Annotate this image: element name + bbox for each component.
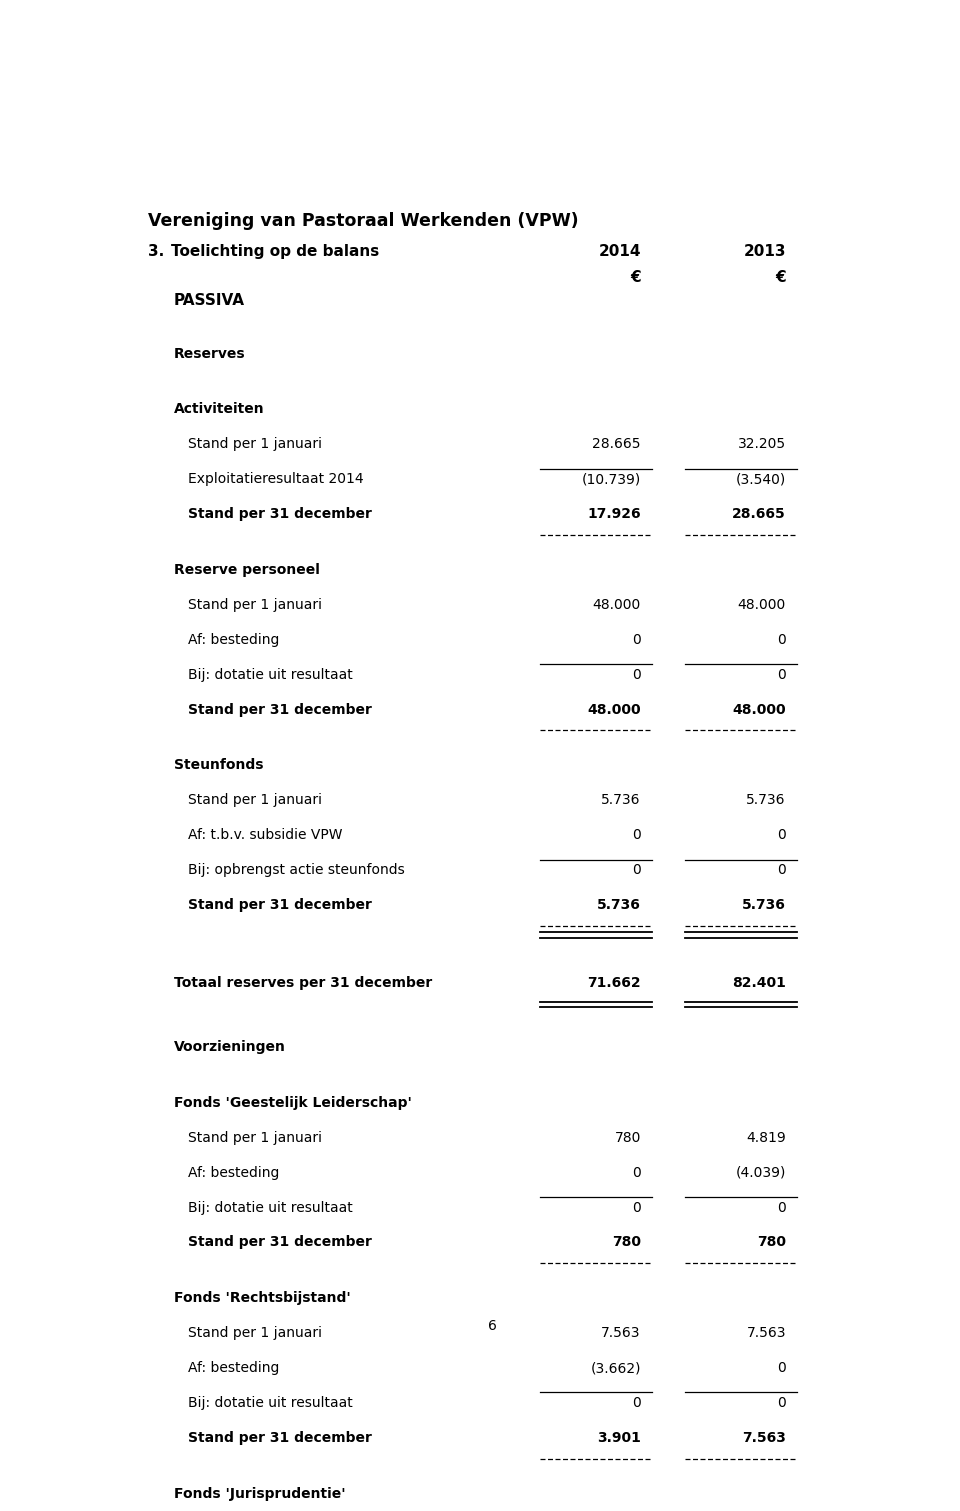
Text: 3.: 3. (148, 245, 164, 260)
Text: 71.662: 71.662 (588, 976, 641, 990)
Text: 0: 0 (632, 633, 641, 647)
Text: (10.739): (10.739) (582, 473, 641, 487)
Text: Steunfonds: Steunfonds (174, 759, 263, 772)
Text: Stand per 1 januari: Stand per 1 januari (188, 437, 323, 452)
Text: 7.563: 7.563 (742, 1431, 786, 1445)
Text: 7.563: 7.563 (746, 1327, 786, 1340)
Text: Fonds 'Geestelijk Leiderschap': Fonds 'Geestelijk Leiderschap' (174, 1095, 412, 1109)
Text: Fonds 'Rechtsbijstand': Fonds 'Rechtsbijstand' (174, 1292, 350, 1306)
Text: (3.540): (3.540) (735, 473, 786, 487)
Text: 17.926: 17.926 (588, 508, 641, 521)
Text: Stand per 31 december: Stand per 31 december (188, 508, 372, 521)
Text: Bij: dotatie uit resultaat: Bij: dotatie uit resultaat (188, 668, 353, 681)
Text: 5.736: 5.736 (746, 793, 786, 807)
Text: 48.000: 48.000 (592, 598, 641, 612)
Text: 0: 0 (632, 668, 641, 681)
Text: 0: 0 (632, 1165, 641, 1180)
Text: 780: 780 (612, 1236, 641, 1250)
Text: Stand per 31 december: Stand per 31 december (188, 703, 372, 716)
Text: 7.563: 7.563 (601, 1327, 641, 1340)
Text: 6: 6 (488, 1319, 496, 1333)
Text: Af: besteding: Af: besteding (188, 1165, 279, 1180)
Text: 5.736: 5.736 (742, 898, 786, 913)
Text: 780: 780 (756, 1236, 786, 1250)
Text: 0: 0 (632, 1396, 641, 1410)
Text: Reserve personeel: Reserve personeel (174, 564, 320, 577)
Text: 0: 0 (778, 1201, 786, 1215)
Text: Bij: dotatie uit resultaat: Bij: dotatie uit resultaat (188, 1396, 353, 1410)
Text: Af: besteding: Af: besteding (188, 1361, 279, 1375)
Text: 0: 0 (778, 633, 786, 647)
Text: 28.665: 28.665 (732, 508, 786, 521)
Text: 0: 0 (632, 863, 641, 876)
Text: Totaal reserves per 31 december: Totaal reserves per 31 december (174, 976, 432, 990)
Text: Vereniging van Pastoraal Werkenden (VPW): Vereniging van Pastoraal Werkenden (VPW) (148, 212, 579, 230)
Text: Af: besteding: Af: besteding (188, 633, 279, 647)
Text: Stand per 1 januari: Stand per 1 januari (188, 598, 323, 612)
Text: Af: t.b.v. subsidie VPW: Af: t.b.v. subsidie VPW (188, 828, 343, 842)
Text: 2013: 2013 (743, 245, 786, 260)
Text: 82.401: 82.401 (732, 976, 786, 990)
Text: 780: 780 (614, 1130, 641, 1145)
Text: €: € (776, 270, 786, 284)
Text: 0: 0 (778, 863, 786, 876)
Text: 32.205: 32.205 (737, 437, 786, 452)
Text: Fonds 'Jurisprudentie': Fonds 'Jurisprudentie' (174, 1487, 346, 1500)
Text: 0: 0 (778, 828, 786, 842)
Text: Exploitatieresultaat 2014: Exploitatieresultaat 2014 (188, 473, 364, 487)
Text: (4.039): (4.039) (735, 1165, 786, 1180)
Text: 0: 0 (632, 1201, 641, 1215)
Text: 3.901: 3.901 (597, 1431, 641, 1445)
Text: Bij: dotatie uit resultaat: Bij: dotatie uit resultaat (188, 1201, 353, 1215)
Text: 48.000: 48.000 (732, 703, 786, 716)
Text: Stand per 1 januari: Stand per 1 januari (188, 1130, 323, 1145)
Text: 4.819: 4.819 (746, 1130, 786, 1145)
Text: Stand per 1 januari: Stand per 1 januari (188, 1327, 323, 1340)
Text: 5.736: 5.736 (601, 793, 641, 807)
Text: 48.000: 48.000 (588, 703, 641, 716)
Text: Reserves: Reserves (174, 346, 245, 361)
Text: €: € (630, 270, 641, 284)
Text: 0: 0 (778, 1361, 786, 1375)
Text: 2014: 2014 (598, 245, 641, 260)
Text: 5.736: 5.736 (597, 898, 641, 913)
Text: 0: 0 (778, 1396, 786, 1410)
Text: 0: 0 (778, 668, 786, 681)
Text: 28.665: 28.665 (592, 437, 641, 452)
Text: Activiteiten: Activiteiten (174, 402, 264, 417)
Text: 48.000: 48.000 (737, 598, 786, 612)
Text: 0: 0 (632, 828, 641, 842)
Text: Voorzieningen: Voorzieningen (174, 1040, 285, 1055)
Text: (3.662): (3.662) (590, 1361, 641, 1375)
Text: Stand per 31 december: Stand per 31 december (188, 1236, 372, 1250)
Text: Stand per 1 januari: Stand per 1 januari (188, 793, 323, 807)
Text: Bij: opbrengst actie steunfonds: Bij: opbrengst actie steunfonds (188, 863, 405, 876)
Text: PASSIVA: PASSIVA (174, 293, 245, 308)
Text: Stand per 31 december: Stand per 31 december (188, 1431, 372, 1445)
Text: Stand per 31 december: Stand per 31 december (188, 898, 372, 913)
Text: Toelichting op de balans: Toelichting op de balans (171, 245, 379, 260)
